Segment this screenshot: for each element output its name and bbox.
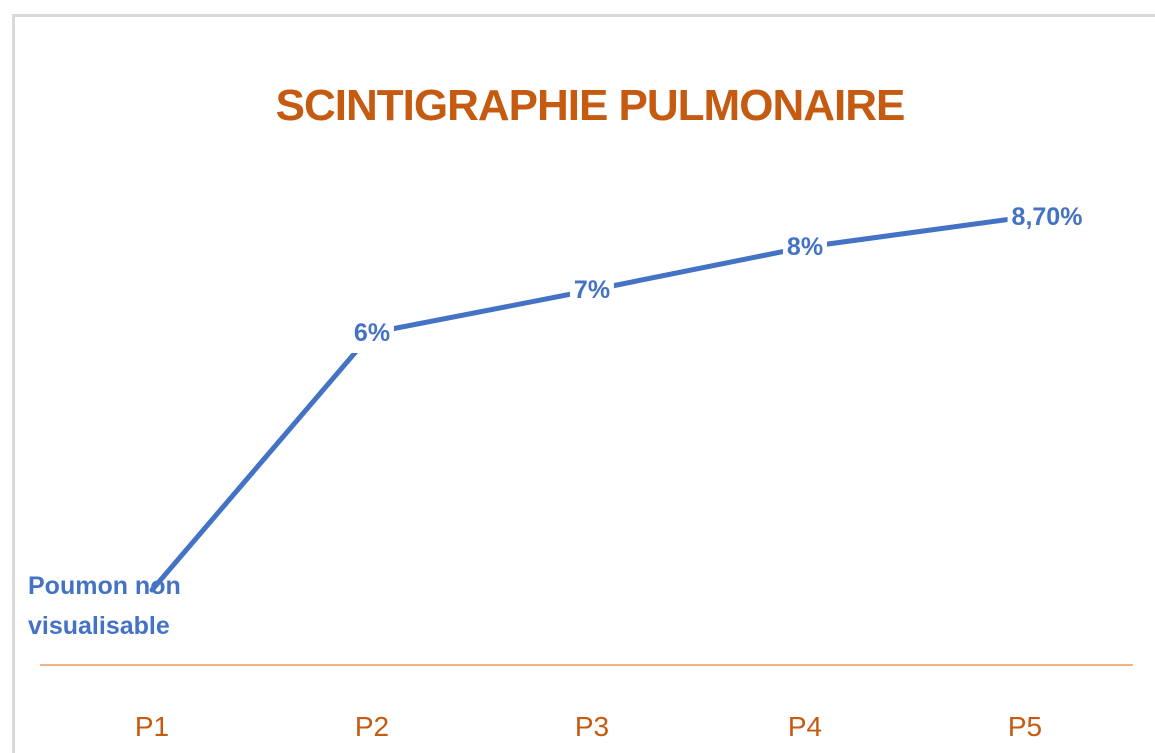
data-label: 8% [782,227,828,268]
data-label: Poumon non visualisable [28,572,181,640]
chart-title: SCINTIGRAPHIE PULMONAIRE [276,81,905,130]
x-tick-label: P3 [575,711,609,742]
x-tick-label: P2 [355,711,389,742]
data-label: 7% [569,270,615,310]
data-label: 8,70% [1007,197,1087,238]
x-tick-label: P4 [788,711,822,742]
data-label: 6% [349,312,395,353]
x-tick-label: P5 [1008,711,1042,742]
chart-frame [12,14,1155,753]
x-tick-label: P1 [135,711,169,742]
